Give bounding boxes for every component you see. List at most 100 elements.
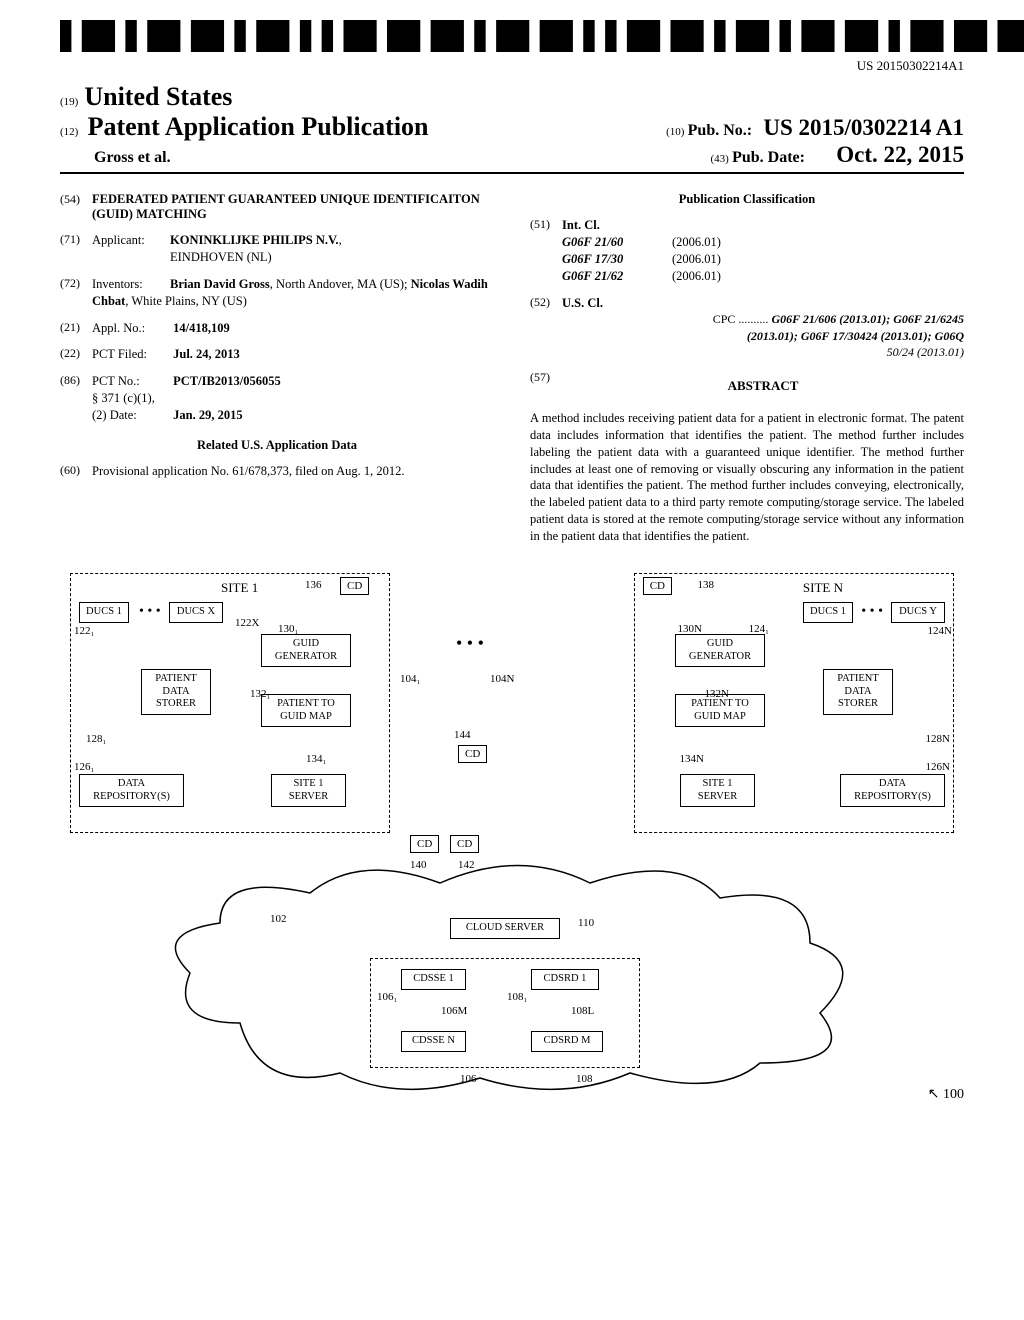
pubdate-label: Pub. Date: <box>732 149 805 166</box>
cloud-inner: CDSSE 1 CDSRD 1 CDSSE N CDSRD M 106₁ 106… <box>370 958 640 1068</box>
s371-label: § 371 (c)(1), <box>92 391 155 405</box>
ref-104N: 104N <box>490 673 514 685</box>
ref-122X: 122X <box>235 617 259 629</box>
ref-106: 106 <box>460 1073 477 1085</box>
publication-type: Patent Application Publication <box>88 112 429 141</box>
ref-128N: 128N <box>926 733 950 745</box>
figure-1: SITE 1 DUCS 1 • • • DUCS X GUID GENERATO… <box>60 573 964 1103</box>
patient-data-storer-N: PATIENT DATA STORER <box>823 669 893 715</box>
ref-1261: 126₁ <box>74 761 94 773</box>
cdsseN: CDSSE N <box>401 1031 466 1052</box>
ref-106M: 106M <box>441 1005 467 1017</box>
sec-22-num: (22) <box>60 346 92 363</box>
patient-data-storer-1: PATIENT DATA STORER <box>141 669 211 715</box>
sec-60-num: (60) <box>60 463 92 480</box>
ref-1081: 108₁ <box>507 991 527 1003</box>
pubno-value: US 2015/0302214 A1 <box>763 115 964 140</box>
pubno-label: Pub. No.: <box>688 122 752 139</box>
left-column: (54) FEDERATED PATIENT GUARANTEED UNIQUE… <box>60 192 494 545</box>
intcl-2-date: (2006.01) <box>672 268 721 285</box>
title-block: (19) United States (12) Patent Applicati… <box>60 82 964 174</box>
barcode-graphic: ▌█▌▌█▌█▌▌█▌▌▌█▌█▌█▌▌█▌█▌▌▌█▌█▌▌█▌▌█▌█▌▌█… <box>60 20 1024 52</box>
right-column: Publication Classification (51) Int. Cl.… <box>530 192 964 545</box>
cloud-server: CLOUD SERVER <box>450 918 560 939</box>
related-header: Related U.S. Application Data <box>60 438 494 453</box>
guid-gen-1: GUID GENERATOR <box>261 634 351 667</box>
country: United States <box>84 82 232 112</box>
ref-110: 110 <box>578 917 594 929</box>
num-43: (43) <box>711 153 729 165</box>
dotsN: • • • <box>861 604 883 620</box>
num-19: (19) <box>60 96 78 108</box>
authors: Gross et al. <box>94 149 171 167</box>
cpc-prefix: CPC .......... <box>713 312 769 326</box>
cd-142: CD <box>450 835 479 853</box>
pctfiled-value: Jul. 24, 2013 <box>173 347 240 361</box>
ref-144: 144 <box>454 729 471 741</box>
inventor2-loc: , White Plains, NY (US) <box>125 294 247 308</box>
cloud: 102 CLOUD SERVER 110 CDSSE 1 CDSRD 1 CDS… <box>160 863 860 1093</box>
cd-136: CD <box>340 577 369 595</box>
ref-1301: 130₁ <box>278 623 298 635</box>
site1-server: SITE 1 SERVER <box>271 774 346 807</box>
provisional-text: Provisional application No. 61/678,373, … <box>92 463 494 480</box>
dots: • • • <box>139 604 161 620</box>
pctno-value: PCT/IB2013/056055 <box>173 374 281 388</box>
cdsrd1: CDSRD 1 <box>531 969 599 990</box>
barcode-text: US 20150302214A1 <box>60 58 964 74</box>
sec-21-num: (21) <box>60 320 92 337</box>
sec-86-num: (86) <box>60 373 92 424</box>
ducsx-box: DUCS X <box>169 602 223 623</box>
abstract-text: A method includes receiving patient data… <box>530 410 964 545</box>
invention-title: FEDERATED PATIENT GUARANTEED UNIQUE IDEN… <box>92 192 494 222</box>
num-10: (10) <box>666 126 684 138</box>
cdsse1: CDSSE 1 <box>401 969 466 990</box>
uscl-label: U.S. Cl. <box>562 296 603 310</box>
sec-72-num: (72) <box>60 276 92 310</box>
ref-136: 136 <box>305 579 322 591</box>
patient-guid-map-1: PATIENT TO GUID MAP <box>261 694 351 727</box>
cdsrdM: CDSRD M <box>531 1031 603 1052</box>
pubdate-value: Oct. 22, 2015 <box>836 142 964 167</box>
cd-138: CD <box>643 577 672 595</box>
barcode-area: ▌█▌▌█▌█▌▌█▌▌▌█▌█▌█▌▌█▌█▌▌▌█▌█▌▌█▌▌█▌█▌▌█… <box>60 20 964 56</box>
dots-between-sites: • • • <box>456 633 484 654</box>
num-12: (12) <box>60 126 78 138</box>
site1-box: SITE 1 DUCS 1 • • • DUCS X GUID GENERATO… <box>70 573 390 833</box>
ref-1281: 128₁ <box>86 733 106 745</box>
ref-1041: 104₁ <box>400 673 420 685</box>
cd-140: CD <box>410 835 439 853</box>
inventor1-loc: , North Andover, MA (US); <box>270 277 411 291</box>
cpc-line2: (2013.01); G06F 17/30424 (2013.01); G06Q <box>747 329 964 343</box>
s371-date-value: Jan. 29, 2015 <box>173 408 242 422</box>
ref-130N: 130N <box>678 623 702 635</box>
siteN-box: SITE N DUCS Y • • • DUCS 1 GUID GENERATO… <box>634 573 954 833</box>
ref-1221: 122₁ <box>74 625 94 637</box>
ducs1N-box: DUCS 1 <box>803 602 853 623</box>
intcl-0-code: G06F 21/60 <box>562 234 672 251</box>
ref-1321: 132₁ <box>250 688 270 700</box>
guid-gen-N: GUID GENERATOR <box>675 634 765 667</box>
siteN-server: SITE 1 SERVER <box>680 774 755 807</box>
sec-57-num: (57) <box>530 370 562 400</box>
cpc-line1: G06F 21/606 (2013.01); G06F 21/6245 <box>771 312 964 326</box>
inventor1: Brian David Gross <box>170 277 270 291</box>
ref-108: 108 <box>576 1073 593 1085</box>
ref-108L: 108L <box>571 1005 594 1017</box>
applno-value: 14/418,109 <box>173 321 230 335</box>
applicant-value: KONINKLIJKE PHILIPS N.V. <box>170 233 339 247</box>
ref-124N: 124N <box>928 625 952 637</box>
ref-134N: 134N <box>680 753 704 765</box>
bibliographic-columns: (54) FEDERATED PATIENT GUARANTEED UNIQUE… <box>60 192 964 545</box>
ref-138: 138 <box>698 579 715 591</box>
s371-date-label: (2) Date: <box>92 407 170 424</box>
ref-132N: 132N <box>705 688 729 700</box>
site1-label: SITE 1 <box>221 580 258 596</box>
applicant-loc: EINDHOVEN (NL) <box>170 250 272 264</box>
abstract-header: ABSTRACT <box>562 378 964 394</box>
intcl-1-code: G06F 17/30 <box>562 251 672 268</box>
pctfiled-label: PCT Filed: <box>92 346 170 363</box>
data-repo-1: DATA REPOSITORY(S) <box>79 774 184 807</box>
data-repo-N: DATA REPOSITORY(S) <box>840 774 945 807</box>
cd-144: CD <box>458 745 487 763</box>
